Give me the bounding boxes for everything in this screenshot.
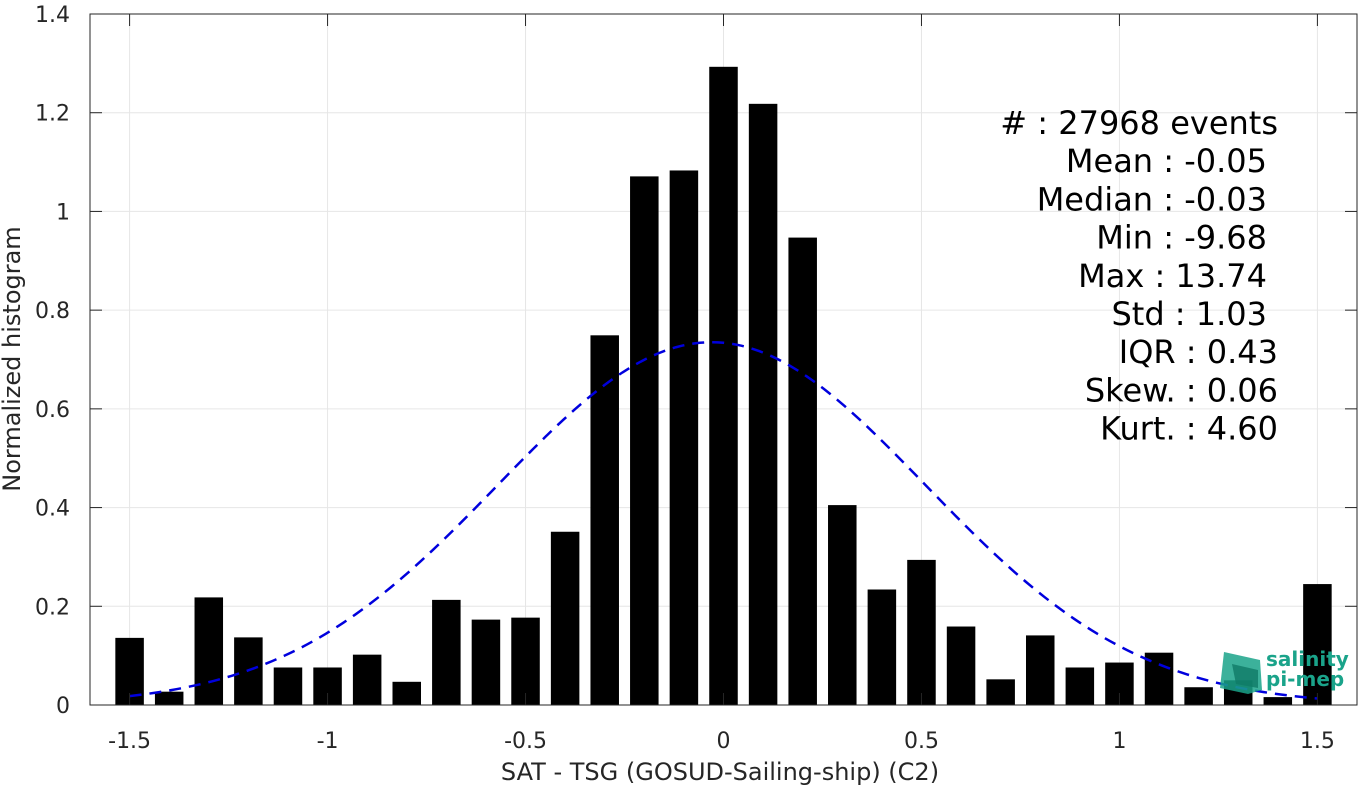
y-axis-title: Normalized histogram	[0, 226, 26, 491]
x-axis-tick-labels: -1.5 -1 -0.5 0 0.5 1 1.5	[108, 729, 1335, 754]
histogram-bar	[946, 626, 976, 705]
y-tick-label: 0.8	[35, 299, 70, 324]
histogram-bar	[828, 505, 857, 705]
histogram-bar	[1263, 697, 1293, 705]
x-tick-label: 0.5	[904, 729, 939, 754]
axis-ticks	[90, 13, 1357, 706]
x-axis-title: SAT - TSG (GOSUD-Sailing-ship) (C2)	[501, 758, 939, 786]
x-tick-label: -1.5	[108, 729, 151, 754]
stats-line: Median : -0.03	[1037, 180, 1267, 218]
logo-line2: pi-mep	[1266, 667, 1344, 691]
histogram-bar	[1065, 667, 1095, 705]
histogram-bar	[550, 531, 580, 705]
histogram-bar	[154, 691, 184, 705]
histogram-bar	[669, 170, 699, 705]
histogram-bar	[986, 679, 1015, 705]
histogram-bar	[590, 335, 619, 705]
histogram-bar	[1303, 584, 1332, 705]
stats-line: Min : -9.68	[1096, 219, 1267, 257]
histogram-bar	[432, 599, 461, 705]
histogram-bar	[709, 66, 738, 706]
logo-mark-shade-icon	[1232, 664, 1258, 688]
y-axis-tick-labels: 0 0.2 0.4 0.6 0.8 1 1.2 1.4	[35, 3, 70, 719]
salinity-pi-mep-logo: salinity pi-mep	[1220, 647, 1349, 694]
y-tick-label: 1.2	[35, 102, 70, 127]
stats-line: # : 27968 events	[1000, 104, 1278, 142]
y-tick-label: 0	[56, 694, 70, 719]
stats-line: Mean : -0.05	[1066, 142, 1267, 180]
y-tick-label: 0.4	[35, 497, 70, 522]
gaussian-fit-curve	[129, 340, 1318, 700]
y-tick-label: 0.6	[35, 398, 70, 423]
histogram-bar	[392, 681, 422, 705]
histogram-bar	[1184, 687, 1213, 705]
histogram-bar	[273, 667, 303, 705]
histogram-bar	[788, 237, 817, 705]
histogram-bars	[115, 66, 1332, 706]
histogram-bar	[907, 559, 936, 705]
stats-line: Std : 1.03	[1111, 295, 1267, 333]
y-tick-label: 1.4	[35, 3, 70, 28]
stats-line: Max : 13.74	[1078, 257, 1267, 295]
y-tick-label: 1	[56, 200, 70, 225]
stats-line: Kurt. : 4.60	[1100, 410, 1278, 448]
logo-line1: salinity	[1266, 647, 1349, 671]
x-tick-label: 1	[1112, 729, 1126, 754]
histogram-bar	[194, 597, 224, 705]
stats-line: Skew. : 0.06	[1085, 371, 1278, 409]
histogram-bar	[1025, 635, 1055, 705]
histogram-bar	[630, 176, 659, 705]
histogram-bar	[352, 654, 382, 705]
histogram-bar	[511, 617, 540, 705]
y-tick-label: 0.2	[35, 595, 70, 620]
x-tick-label: -0.5	[504, 729, 547, 754]
histogram-bar	[748, 103, 778, 705]
stats-line: IQR : 0.43	[1119, 333, 1278, 371]
x-tick-label: -1	[317, 729, 339, 754]
histogram-bar	[471, 619, 501, 705]
x-tick-label: 0	[717, 729, 731, 754]
histogram-bar	[867, 589, 897, 705]
x-tick-label: 1.5	[1300, 729, 1335, 754]
